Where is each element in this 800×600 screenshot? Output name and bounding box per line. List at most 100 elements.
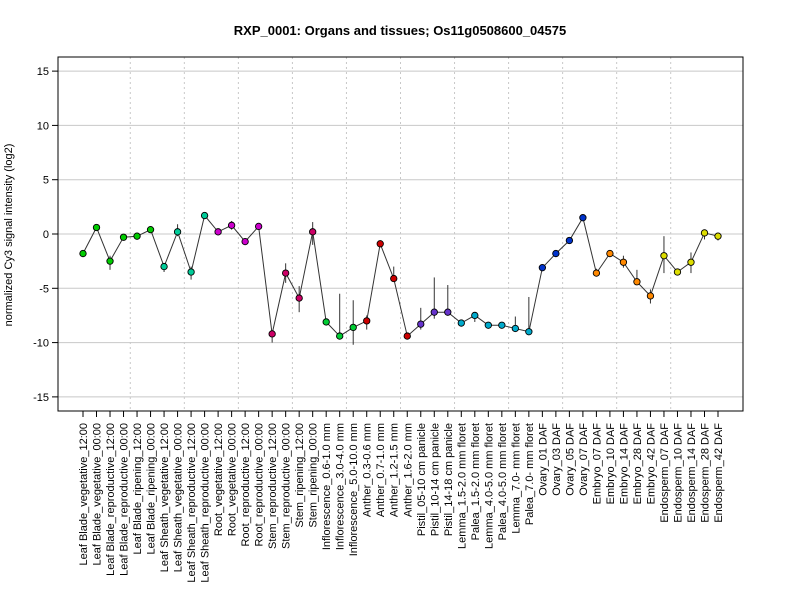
data-points: [79, 211, 722, 340]
x-tick-label: Ovary_07 DAF: [578, 423, 590, 496]
data-point: [173, 228, 182, 236]
x-tick-label: Endosperm_42 DAF: [713, 423, 725, 523]
x-tick-label: Embryo_42 DAF: [645, 423, 657, 505]
data-point: [92, 223, 101, 232]
x-tick-label: Leaf Sheath_reproductive_12:00: [186, 423, 198, 583]
x-tick-label: Stem_ripening_12:00: [294, 423, 306, 528]
x-tick-label: Pistil_05-10 cm panicle: [416, 423, 428, 536]
x-tick-label: Stem_reproductive_12:00: [267, 423, 279, 549]
data-point: [457, 319, 465, 327]
data-point: [525, 328, 533, 336]
x-tick-label: Anther_0.3-0.6 mm: [362, 423, 374, 517]
chart-title: RXP_0001: Organs and tissues; Os11g05086…: [234, 23, 566, 38]
data-point: [336, 332, 344, 340]
x-tick-label: Palea_1.5-2.0 mm floret: [470, 423, 482, 540]
x-tick-label: Leaf Blade_ripening_00:00: [146, 423, 158, 555]
y-tick-label: 15: [37, 66, 49, 78]
x-tick-label: Leaf Blade_reproductive_12:00: [105, 423, 117, 576]
data-point: [660, 252, 668, 260]
data-point: [241, 237, 249, 246]
y-tick-label: -5: [39, 283, 49, 295]
data-point: [322, 318, 330, 326]
y-tick-label: 10: [37, 120, 49, 132]
x-tick-label: Anther_1.6-2.0 mm: [402, 423, 414, 517]
x-tick-label: Root_vegetative_12:00: [213, 423, 225, 536]
data-point: [484, 321, 492, 329]
data-point: [444, 308, 452, 316]
data-point: [349, 323, 357, 332]
data-point: [160, 262, 168, 271]
x-tick-label: Ovary_03 DAF: [551, 423, 563, 496]
data-point: [200, 211, 209, 220]
x-tick-label: Stem_reproductive_00:00: [281, 423, 293, 549]
x-tick-label: Endosperm_10 DAF: [672, 423, 684, 523]
x-tick-label: Stem_ripening_00:00: [308, 423, 320, 528]
data-point: [619, 258, 628, 266]
data-point: [511, 324, 519, 333]
data-point: [146, 226, 155, 234]
x-tick-label: Ovary_05 DAF: [564, 423, 576, 496]
x-tick-label: Leaf Blade_reproductive_00:00: [119, 423, 131, 576]
x-tick-label: Lemma_1.5-2.0 mm floret: [456, 423, 468, 549]
x-tick-label: Embryo_14 DAF: [618, 423, 630, 505]
y-tick-label: -15: [33, 392, 49, 404]
x-tick-label: Palea_4.0-5.0 mm floret: [497, 423, 509, 540]
data-point: [430, 308, 438, 316]
x-tick-label: Root_reproductive_12:00: [240, 423, 252, 547]
x-tick-label: Pistil_10-14 cm panicle: [429, 423, 441, 536]
x-tick-label: Inflorescence_0.6-1.0 mm: [321, 423, 333, 550]
y-tick-label: -10: [33, 338, 49, 350]
data-point: [268, 330, 276, 338]
y-tick-label: 0: [43, 229, 49, 241]
x-tick-label: Lemma_7.0- mm floret: [510, 423, 522, 534]
data-point: [79, 249, 87, 258]
data-point: [538, 264, 547, 272]
x-tick-label: Lemma_4.0-5.0 mm floret: [483, 423, 495, 549]
x-axis: Leaf Blade_vegetative_12:00 Leaf Blade_ve…: [78, 411, 725, 583]
data-point: [133, 232, 141, 240]
data-point: [227, 221, 236, 229]
x-tick-label: Embryo_28 DAF: [632, 423, 644, 505]
data-point: [282, 269, 290, 277]
data-point: [673, 268, 682, 276]
data-point: [403, 332, 411, 340]
x-tick-label: Root_vegetative_00:00: [227, 423, 239, 536]
data-point: [592, 269, 601, 277]
y-tick-label: 5: [43, 175, 49, 187]
x-tick-label: Anther_1.2-1.5 mm: [389, 423, 401, 517]
error-bars: [109, 215, 719, 345]
data-point: [309, 228, 317, 236]
data-point: [687, 258, 695, 266]
x-tick-label: Leaf Sheath_reproductive_00:00: [200, 423, 212, 583]
x-tick-label: Leaf Sheath_vegetative_12:00: [159, 423, 171, 572]
x-tick-label: Root_reproductive_00:00: [254, 423, 266, 547]
data-point: [498, 321, 506, 329]
data-point: [700, 229, 709, 237]
y-axis-label: normalized Cy3 signal intensity (log2): [3, 144, 15, 327]
x-tick-label: Leaf Sheath_vegetative_00:00: [173, 423, 185, 572]
x-tick-label: Leaf Blade_vegetative_12:00: [78, 423, 90, 566]
x-tick-label: Embryo_10 DAF: [605, 423, 617, 505]
x-tick-label: Ovary_01 DAF: [537, 423, 549, 496]
x-tick-label: Inflorescence_5.0-10.0 mm: [348, 423, 360, 556]
x-tick-label: Leaf Blade_vegetative_00:00: [92, 423, 104, 566]
data-point: [552, 249, 560, 258]
data-point: [214, 228, 222, 236]
x-tick-label: Endosperm_14 DAF: [686, 423, 698, 523]
x-tick-label: Palea_7.0- mm floret: [524, 423, 536, 525]
data-point: [187, 268, 195, 276]
gridlines: [58, 57, 743, 411]
x-tick-label: Embryo_07 DAF: [591, 423, 603, 505]
data-point: [376, 240, 384, 248]
x-tick-label: Anther_0.7-1.0 mm: [375, 423, 387, 517]
data-point: [254, 222, 263, 231]
data-point: [295, 294, 303, 302]
data-point: [119, 233, 128, 241]
x-tick-label: Pistil_14-18 cm panicle: [443, 423, 455, 536]
data-point: [633, 278, 641, 286]
x-tick-label: Endosperm_28 DAF: [699, 423, 711, 523]
data-point: [471, 311, 479, 320]
x-tick-label: Inflorescence_3.0-4.0 mm: [335, 423, 347, 550]
data-point: [390, 274, 398, 283]
